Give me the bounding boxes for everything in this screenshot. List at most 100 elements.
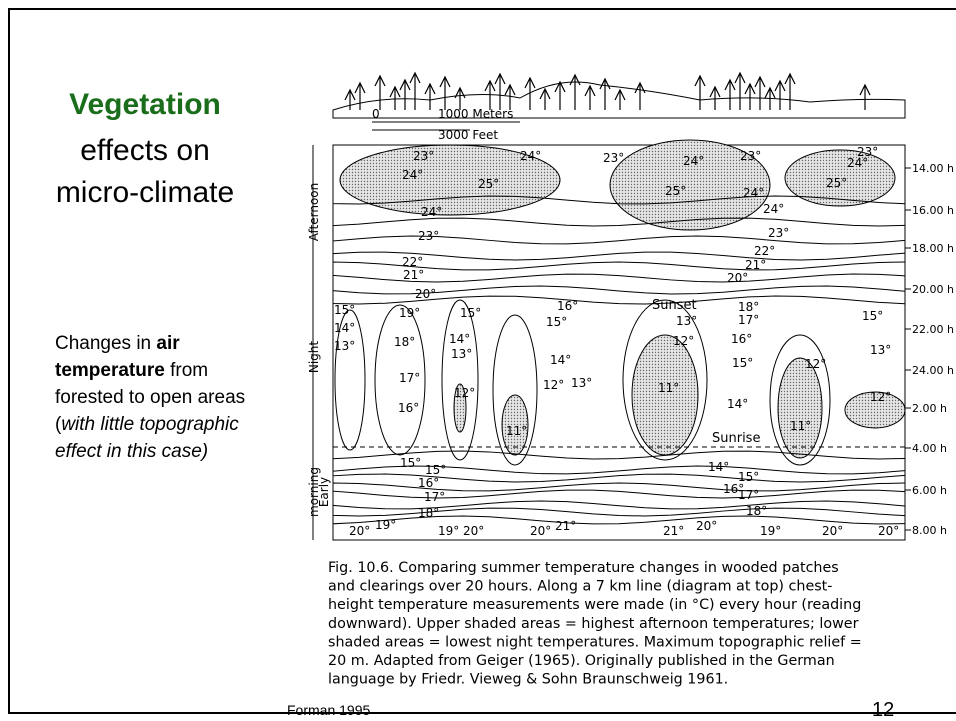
temperature-label: 18° <box>418 506 439 520</box>
temperature-label: 15° <box>862 309 883 323</box>
time-label: 24.00 h <box>912 364 954 377</box>
temperature-label: 14° <box>727 397 748 411</box>
temperature-label: 13° <box>676 314 697 328</box>
temperature-label: 21° <box>745 258 766 272</box>
temperature-label: 22° <box>402 255 423 269</box>
temperature-label: 21° <box>555 519 576 533</box>
temperature-label: 20° <box>727 271 748 285</box>
temperature-label: 13° <box>571 376 592 390</box>
temperature-label: 20° <box>696 519 717 533</box>
temperature-label: 24° <box>683 154 704 168</box>
temperature-label: 11° <box>658 381 679 395</box>
temperature-label: 24° <box>743 186 764 200</box>
figure: 01000 Meters3000 FeetAfternoonNightEarly… <box>0 0 956 721</box>
isotherm <box>333 218 905 226</box>
caption-line: and clearings over 20 hours. Along a 7 k… <box>328 579 832 595</box>
temperature-label: 11° <box>790 419 811 433</box>
temperature-label: 20° <box>415 287 436 301</box>
time-label: 4.00 h <box>912 442 947 455</box>
time-label: 14.00 h <box>912 162 954 175</box>
temperature-label: 21° <box>663 524 684 538</box>
event-label: Sunrise <box>712 431 760 446</box>
temperature-label: 23° <box>418 229 439 243</box>
temperature-label: 15° <box>460 306 481 320</box>
temperature-label: 15° <box>425 463 446 477</box>
temperature-label: 12° <box>673 334 694 348</box>
time-label: 16.00 h <box>912 204 954 217</box>
temperature-label: 23° <box>768 226 789 240</box>
temperature-label: 19° <box>438 524 459 538</box>
caption-line: Fig. 10.6. Comparing summer temperature … <box>328 560 839 576</box>
temperature-label: 11° <box>506 424 527 438</box>
temperature-label: 12° <box>870 390 891 404</box>
temperature-label: 12° <box>805 357 826 371</box>
temperature-label: 25° <box>665 184 686 198</box>
time-label: 8.00 h <box>912 524 947 537</box>
time-label: 2.00 h <box>912 402 947 415</box>
period-label: Night <box>307 341 321 374</box>
temperature-label: 14° <box>449 332 470 346</box>
scale-label: 1000 Meters <box>438 107 513 121</box>
caption-line: downward). Upper shaded areas = highest … <box>328 616 859 632</box>
temperature-label: 15° <box>546 315 567 329</box>
temperature-label: 24° <box>520 149 541 163</box>
temperature-label: 22° <box>754 244 775 258</box>
temperature-label: 12° <box>543 378 564 392</box>
temperature-label: 13° <box>451 347 472 361</box>
caption-line: shaded areas = lowest night temperatures… <box>328 634 862 650</box>
temperature-label: 18° <box>738 300 759 314</box>
temperature-label: 16° <box>398 401 419 415</box>
scale-label: 3000 Feet <box>438 128 498 142</box>
temperature-label: 15° <box>334 303 355 317</box>
caption-line: language by Friedr. Vieweg & Sohn Brauns… <box>328 672 728 688</box>
time-label: 20.00 h <box>912 283 954 296</box>
time-label: 18.00 h <box>912 242 954 255</box>
temperature-label: 24° <box>421 205 442 219</box>
temperature-label: 16° <box>418 476 439 490</box>
temperature-label: 12° <box>454 386 475 400</box>
event-label: Sunset <box>652 298 697 313</box>
period-label: morning <box>307 467 321 517</box>
slide: Vegetation effects on micro-climate Chan… <box>0 0 956 721</box>
temperature-label: 20° <box>463 524 484 538</box>
caption-line: height temperature measurements were mad… <box>328 597 861 613</box>
temperature-label: 24° <box>847 156 868 170</box>
temperature-label: 16° <box>731 332 752 346</box>
temperature-label: 18° <box>394 335 415 349</box>
temperature-label: 18° <box>746 504 767 518</box>
temperature-label: 14° <box>334 321 355 335</box>
time-label: 22.00 h <box>912 323 954 336</box>
temperature-label: 14° <box>708 460 729 474</box>
page-number: 12 <box>872 699 894 721</box>
temperature-label: 17° <box>738 313 759 327</box>
temperature-label: 13° <box>334 339 355 353</box>
temperature-label: 17° <box>738 488 759 502</box>
temperature-label: 20° <box>530 524 551 538</box>
terrain <box>333 82 905 118</box>
temperature-label: 14° <box>550 353 571 367</box>
temperature-label: 17° <box>424 490 445 504</box>
temperature-label: 20° <box>878 524 899 538</box>
temperature-label: 25° <box>478 177 499 191</box>
temperature-label: 21° <box>403 268 424 282</box>
temperature-label: 15° <box>400 456 421 470</box>
temperature-label: 23° <box>413 149 434 163</box>
temperature-label: 16° <box>557 299 578 313</box>
caption-line: 20 m. Adapted from Geiger (1965). Origin… <box>328 653 835 669</box>
period-label: Afternoon <box>307 183 321 242</box>
temperature-label: 20° <box>349 524 370 538</box>
isotherm <box>333 490 905 498</box>
temperature-label: 15° <box>732 356 753 370</box>
scale-label: 0 <box>372 107 380 121</box>
temperature-label: 13° <box>870 343 891 357</box>
time-label: 6.00 h <box>912 484 947 497</box>
temperature-label: 23° <box>603 151 624 165</box>
footer-source: Forman 1995 <box>287 702 370 718</box>
temperature-label: 24° <box>763 202 784 216</box>
temperature-label: 20° <box>822 524 843 538</box>
temperature-label: 23° <box>740 149 761 163</box>
temperature-label: 17° <box>399 371 420 385</box>
temperature-label: 19° <box>760 524 781 538</box>
temperature-label: 24° <box>402 168 423 182</box>
isotherm <box>442 300 478 460</box>
